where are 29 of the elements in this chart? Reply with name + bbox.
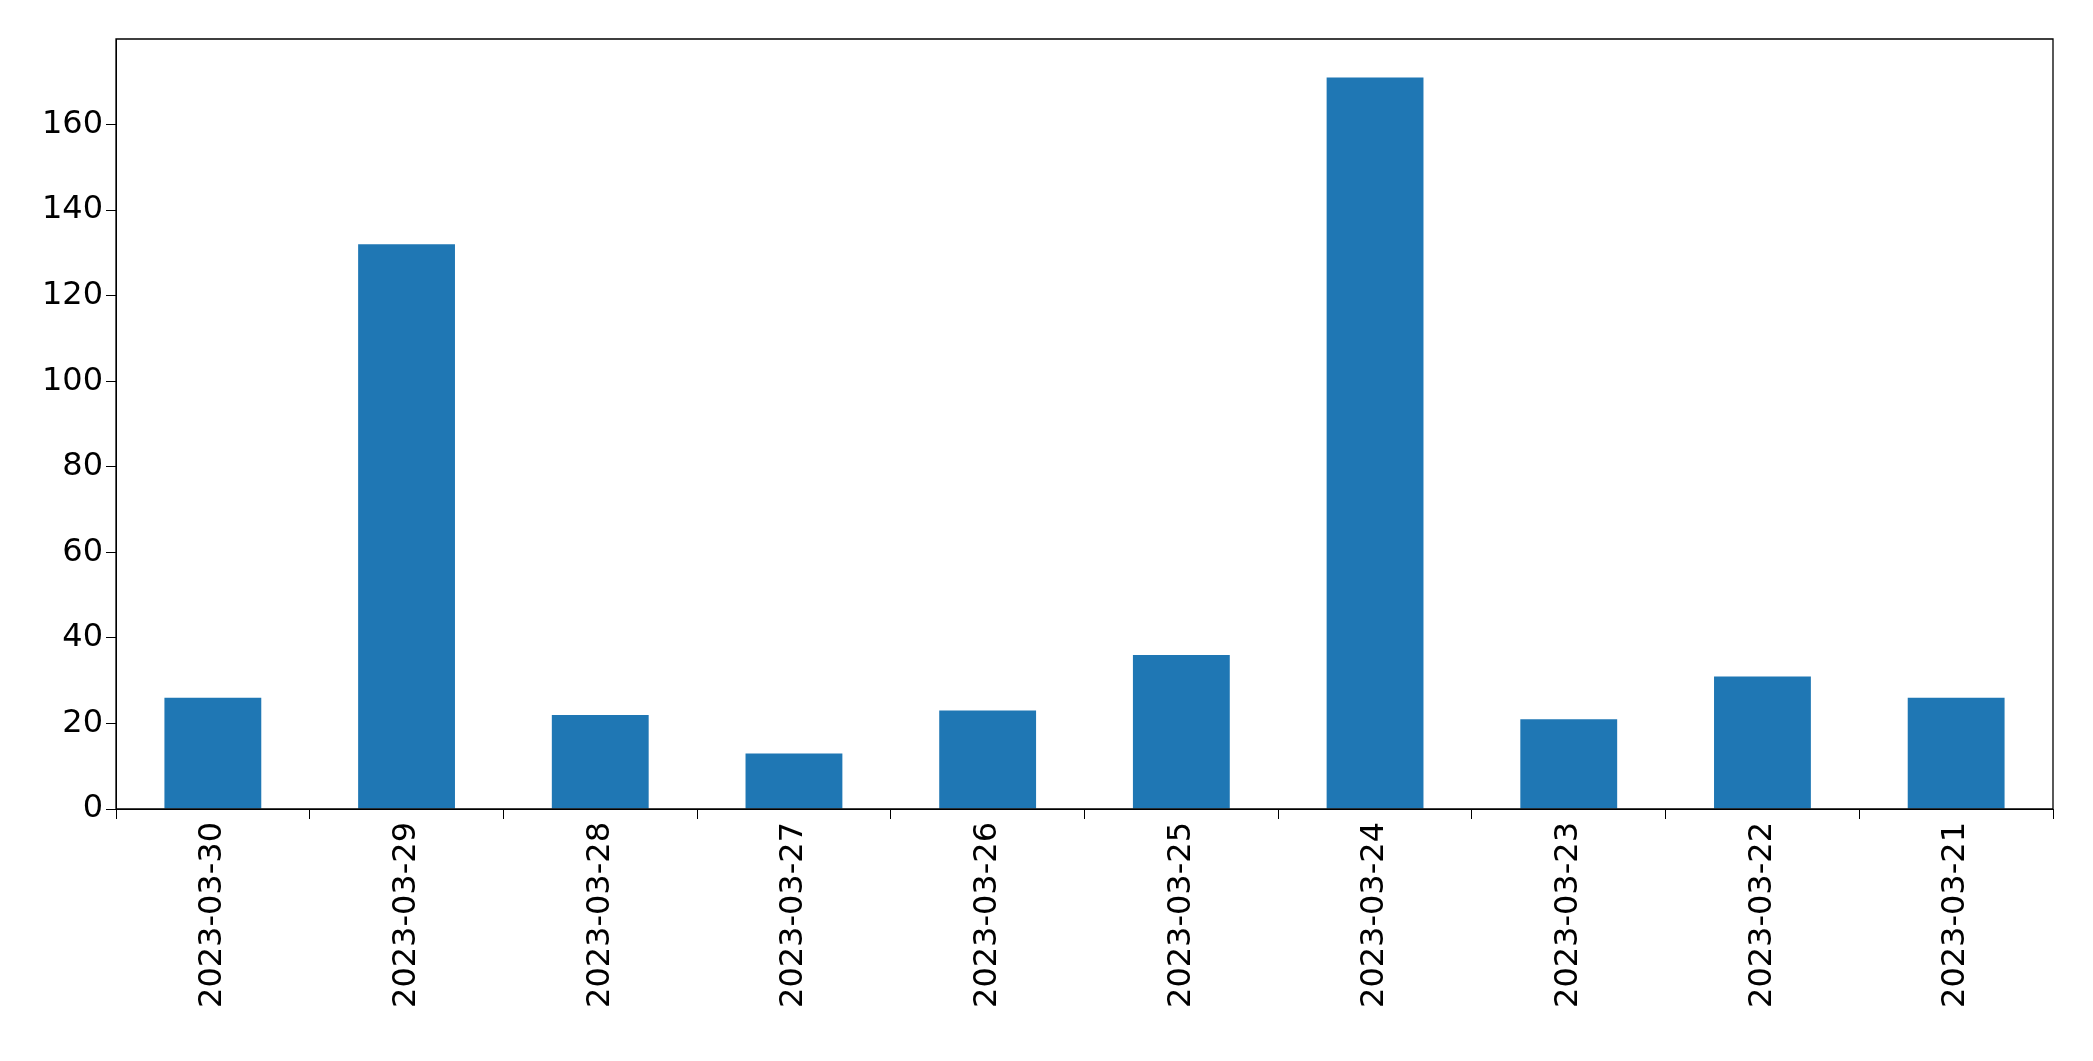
bar (745, 753, 843, 809)
y-tick-label: 40 (62, 616, 103, 655)
y-tick-label: 0 (82, 787, 103, 826)
bar (1520, 719, 1618, 809)
bar (358, 244, 455, 809)
x-tick-label: 2023-03-28 (578, 822, 617, 1008)
bar (1326, 77, 1424, 809)
x-tick-label: 2023-03-29 (384, 822, 423, 1008)
x-tick-label: 2023-03-26 (965, 822, 1004, 1008)
bar (164, 697, 262, 809)
bar (1132, 655, 1230, 809)
y-tick-label: 20 (62, 701, 103, 740)
y-tick-label: 100 (41, 359, 103, 398)
bar (551, 714, 649, 809)
x-tick-label: 2023-03-25 (1159, 822, 1198, 1008)
bar (1907, 697, 2005, 809)
x-tick-label: 2023-03-23 (1547, 822, 1586, 1008)
y-tick-label: 160 (41, 102, 103, 141)
bar (939, 710, 1037, 809)
y-tick-label: 140 (41, 188, 103, 227)
y-tick-label: 120 (41, 273, 103, 312)
x-tick-label: 2023-03-30 (191, 822, 230, 1008)
y-tick-label: 60 (62, 530, 103, 569)
y-tick-label: 80 (62, 445, 103, 484)
x-tick-label: 2023-03-24 (1353, 822, 1392, 1008)
bar (1714, 676, 1811, 809)
x-tick-label: 2023-03-21 (1934, 822, 1973, 1008)
x-tick-label: 2023-03-27 (772, 822, 811, 1008)
x-tick-label: 2023-03-22 (1740, 822, 1779, 1008)
